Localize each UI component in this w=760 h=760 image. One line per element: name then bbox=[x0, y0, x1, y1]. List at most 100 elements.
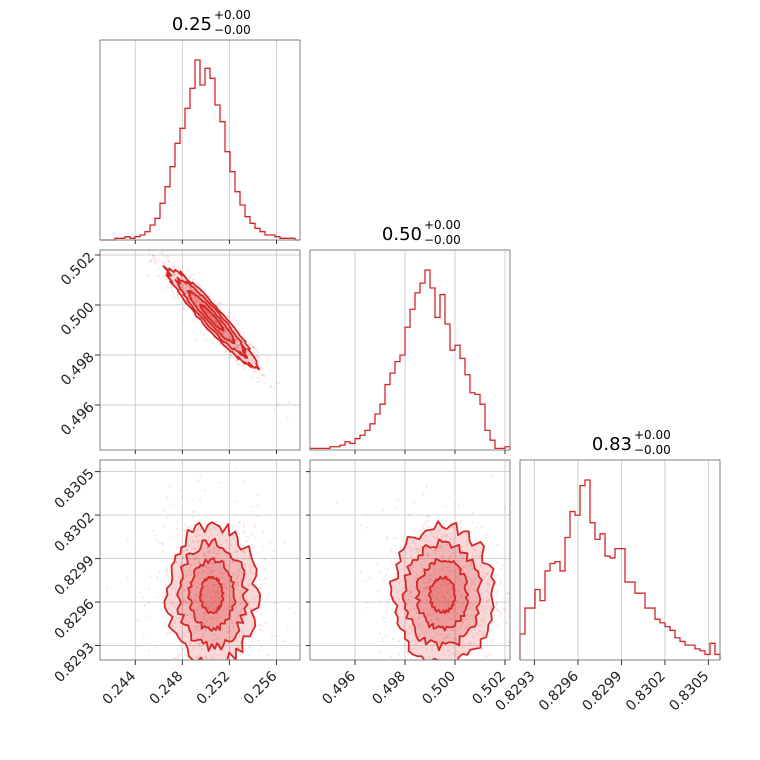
sample-point bbox=[197, 561, 200, 564]
sample-point bbox=[485, 589, 488, 592]
sample-point bbox=[206, 547, 209, 550]
sample-point bbox=[196, 528, 199, 531]
sample-point bbox=[466, 575, 469, 578]
sample-point bbox=[461, 549, 464, 552]
sample-point bbox=[216, 556, 220, 559]
sample-point bbox=[153, 243, 155, 245]
sample-point bbox=[196, 573, 200, 576]
sample-point bbox=[482, 617, 485, 620]
sample-point bbox=[213, 617, 217, 620]
sample-point bbox=[255, 611, 258, 614]
sample-point bbox=[437, 530, 440, 533]
sample-point bbox=[222, 577, 225, 580]
sample-point bbox=[426, 554, 429, 557]
sample-point bbox=[421, 628, 424, 631]
sample-point bbox=[462, 651, 466, 654]
sample-point bbox=[354, 651, 357, 654]
sample-point bbox=[426, 614, 429, 617]
sample-point bbox=[506, 597, 509, 600]
sample-point bbox=[219, 642, 222, 645]
sample-point bbox=[196, 571, 200, 574]
sample-point bbox=[209, 314, 212, 317]
sample-point bbox=[251, 345, 254, 348]
sample-point bbox=[202, 595, 205, 598]
sample-point bbox=[193, 562, 196, 566]
sample-point bbox=[186, 526, 190, 529]
sample-point bbox=[208, 549, 211, 553]
sample-point bbox=[431, 592, 434, 595]
sample-point bbox=[198, 560, 201, 563]
sample-point bbox=[283, 541, 287, 544]
sample-point bbox=[500, 580, 503, 583]
sample-point bbox=[436, 596, 439, 600]
sample-point bbox=[214, 607, 217, 610]
sample-point bbox=[167, 260, 171, 263]
x-tick-label: 0.244 bbox=[100, 668, 140, 708]
sample-point bbox=[468, 641, 472, 644]
sample-point bbox=[243, 557, 246, 560]
sample-point bbox=[474, 610, 477, 613]
sample-point bbox=[235, 346, 238, 349]
sample-point bbox=[481, 577, 484, 580]
sample-point bbox=[429, 613, 432, 616]
sample-point bbox=[223, 559, 227, 562]
sample-point bbox=[433, 549, 437, 552]
sample-point bbox=[234, 584, 237, 587]
sample-point bbox=[465, 626, 469, 629]
sample-point bbox=[450, 570, 453, 574]
sample-point bbox=[235, 578, 239, 581]
histogram-param-0 bbox=[100, 59, 300, 241]
sample-point bbox=[243, 532, 246, 535]
sample-point bbox=[481, 647, 484, 650]
sample-point bbox=[408, 725, 410, 727]
sample-point bbox=[496, 589, 499, 592]
sample-point bbox=[263, 381, 266, 384]
sample-point bbox=[239, 610, 242, 613]
sample-point bbox=[390, 548, 393, 551]
sample-point bbox=[193, 625, 197, 628]
sample-point bbox=[169, 485, 172, 488]
sample-point bbox=[150, 575, 153, 578]
sample-point bbox=[193, 547, 197, 550]
sample-point bbox=[216, 552, 219, 556]
y-tick-label: 0.498 bbox=[58, 349, 98, 389]
sample-point bbox=[221, 533, 224, 537]
sample-point bbox=[448, 556, 451, 559]
sample-point bbox=[260, 360, 263, 363]
sample-point bbox=[270, 639, 273, 642]
sample-point bbox=[416, 547, 419, 550]
sample-point bbox=[210, 316, 213, 319]
sample-point bbox=[499, 615, 502, 618]
sample-point bbox=[412, 539, 415, 542]
sample-point bbox=[447, 565, 450, 568]
sample-point bbox=[196, 707, 198, 709]
sample-point bbox=[394, 536, 398, 540]
sample-point bbox=[262, 545, 265, 548]
sample-point bbox=[204, 629, 207, 633]
sample-point bbox=[365, 601, 369, 604]
sample-point bbox=[182, 550, 185, 553]
sample-point bbox=[200, 645, 203, 648]
sample-point bbox=[440, 596, 443, 599]
sample-point bbox=[462, 601, 465, 604]
sample-point bbox=[436, 598, 439, 601]
sample-point bbox=[205, 338, 208, 341]
histogram-param-1 bbox=[309, 269, 511, 450]
sample-point bbox=[260, 365, 263, 368]
sample-point bbox=[204, 627, 207, 631]
sample-point bbox=[471, 603, 474, 606]
sample-point bbox=[460, 545, 463, 548]
sample-point bbox=[205, 566, 208, 569]
sample-point bbox=[203, 553, 207, 556]
sample-point bbox=[154, 533, 157, 536]
sample-point bbox=[458, 559, 461, 563]
sample-point bbox=[202, 551, 205, 555]
sample-point bbox=[202, 537, 205, 540]
sample-point bbox=[242, 702, 244, 704]
sample-point bbox=[386, 554, 389, 557]
sample-point bbox=[235, 320, 238, 323]
sample-point bbox=[234, 663, 236, 665]
sample-point bbox=[480, 609, 483, 612]
sample-point bbox=[511, 612, 513, 614]
sample-point bbox=[461, 609, 464, 613]
